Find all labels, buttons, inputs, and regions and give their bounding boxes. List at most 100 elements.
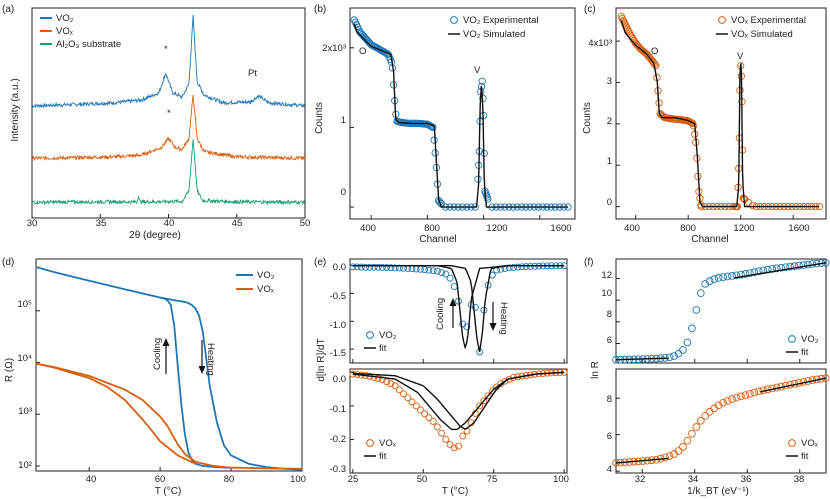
data-point [526, 263, 534, 270]
heating-arrow-head [198, 366, 206, 374]
data-point [719, 398, 727, 407]
data-point [790, 262, 799, 271]
cooling-arrow-head [162, 338, 170, 346]
panel-d-frame [35, 258, 303, 472]
panel-e-top-ytick: -1.5 [330, 348, 346, 359]
data-point [433, 267, 441, 275]
legend-f-vox-marker [788, 439, 796, 447]
data-point [442, 270, 450, 278]
xrd-line-vox [31, 95, 306, 162]
legend-a-vox: VOₓ [56, 26, 74, 37]
panel-d-xtick: 40 [86, 474, 97, 485]
vox-simulated-line [620, 20, 820, 208]
data-point [446, 274, 454, 282]
panel-b-ytick: 2x10³ [322, 43, 346, 54]
panel-e-bottom-ytick: -0.1 [330, 404, 346, 415]
panel-e-bottom-ytick: -0.3 [330, 464, 346, 475]
data-point [417, 406, 424, 414]
panel-c-xtick: 800 [680, 223, 696, 234]
panel-c-ytick: 2 [607, 116, 612, 127]
panel-e-xtick: 100 [553, 474, 569, 485]
data-point [746, 269, 754, 277]
panel-e-top-frame [349, 258, 568, 364]
annotation-d-heating: Heating [205, 343, 216, 376]
panel-f-xtick: 32 [635, 474, 646, 485]
panel-e-label: (e) [314, 257, 326, 268]
vo2-experimental-point [436, 198, 444, 206]
panel-e-xtick: 75 [487, 474, 498, 485]
data-point [705, 407, 714, 416]
panel-f-top-ytick: 8 [607, 309, 612, 320]
vox-experimental-point [652, 62, 660, 70]
panel-f-xtick: 36 [741, 474, 752, 485]
legend-f-vo2-marker [788, 335, 796, 343]
vox-experimental-point [748, 201, 757, 210]
vo2-experimental-point [478, 77, 486, 85]
fit-line [615, 357, 669, 361]
data-point [353, 263, 361, 271]
data-point [446, 441, 454, 448]
data-point [714, 274, 723, 282]
panel-b-label: (b) [314, 4, 326, 15]
panel-f-xlabel: 1/k_BT (eV⁻¹) [687, 486, 749, 497]
data-point [728, 395, 736, 403]
data-point [696, 416, 705, 425]
data-point [799, 261, 808, 269]
panel-c-frame [615, 7, 827, 220]
e-cooling-arrow-head [449, 298, 457, 306]
legend-e-fit2: fit [379, 451, 387, 462]
data-point [459, 432, 467, 440]
panel-e-xtick: 50 [417, 474, 428, 485]
legend-e-vo2-marker [366, 331, 374, 339]
data-point [370, 263, 378, 271]
panel-d-ytick: 10⁵ [17, 299, 32, 310]
legend-f-vox: VOₓ [801, 438, 819, 449]
data-point [705, 277, 714, 286]
panel-f-xtick: 34 [688, 474, 699, 485]
panel-a-xtick: 45 [232, 218, 243, 229]
vo2-experimental-point [429, 123, 437, 132]
panel-e-bottom-ytick: 0.0 [333, 374, 346, 385]
data-point [400, 390, 407, 398]
data-point [438, 429, 446, 437]
panel-b-xtick: 1200 [486, 223, 507, 234]
data-point [404, 394, 412, 402]
fit-line [760, 377, 827, 393]
panel-d-ylabel: R (Ω) [4, 358, 15, 382]
legend-a-al2o3: Al₂O₃ substrate [56, 39, 121, 50]
panel-e-top-ytick: -1.0 [330, 320, 346, 331]
panel-e-xtick: 25 [348, 474, 359, 485]
panel-c-label: (c) [584, 4, 596, 15]
data-point [719, 273, 727, 281]
rt-curve-vo2-cooling [159, 296, 232, 469]
data-point [777, 263, 785, 272]
panel-f-xtick: 38 [794, 474, 805, 485]
data-point [429, 267, 437, 275]
data-point [476, 402, 484, 410]
e-heating-arrow-head [489, 323, 497, 331]
plots-layer [31, 7, 830, 474]
legend-a-vo2: VO₂ [56, 13, 74, 24]
data-point [714, 401, 723, 410]
data-point [795, 261, 803, 270]
data-point [455, 442, 462, 450]
data-point [737, 270, 745, 279]
panel-d-xlabel: T (°C) [155, 486, 182, 497]
data-point [501, 377, 509, 385]
panel-b-frame [349, 7, 576, 220]
fit-line [352, 264, 565, 353]
vo2-experimental-point [484, 195, 492, 203]
panel-c-ylabel: Counts [582, 102, 593, 134]
panel-c-ytick: 4x10³ [588, 38, 612, 49]
vo2-simulated-line [353, 23, 568, 208]
legend-e-vox-marker [366, 439, 374, 447]
data-point [665, 452, 674, 460]
panel-c-xtick: 1600 [788, 223, 809, 234]
annotation-b-vanadium: V [474, 65, 481, 76]
xrd-line-al2o3-substrate [31, 139, 306, 206]
panel-f-top-ytick: 12 [601, 270, 612, 281]
panel-c-xlabel: Channel [691, 234, 728, 245]
panel-d-label: (d) [2, 257, 14, 268]
data-point [357, 263, 365, 271]
